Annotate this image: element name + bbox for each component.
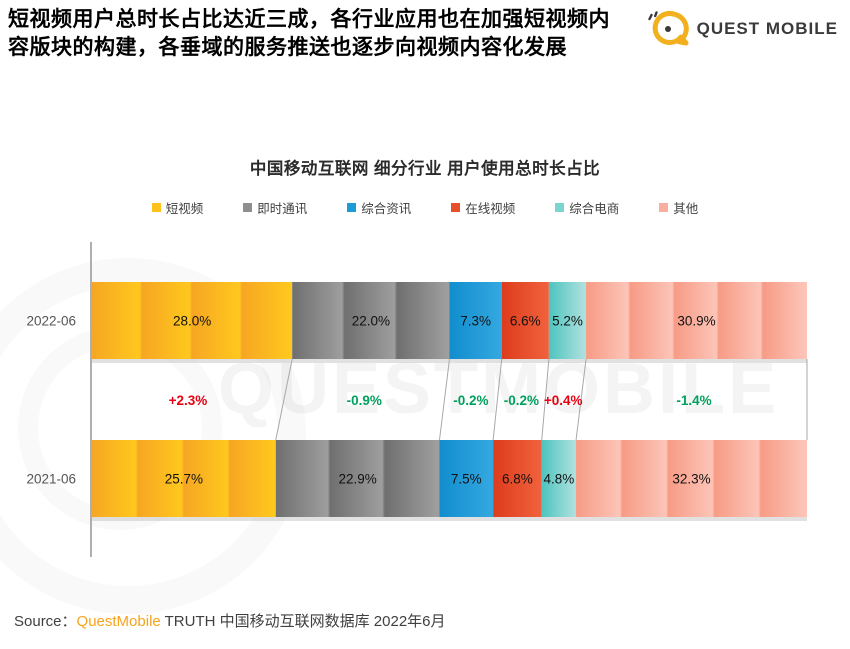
segment-2022-06-在线视频: [501, 282, 549, 359]
segment-value-label: 30.9%: [677, 314, 715, 329]
category-label: 2021-06: [26, 472, 76, 487]
segment-2021-06-短视频: [92, 440, 276, 517]
change-label: -0.2%: [504, 393, 539, 408]
connector-line: [438, 358, 450, 441]
stacked-bar-chart: 28.0% 22.0% 7.3% 6.6% 5.2% 30.9% 2022-06 25.7% 2…: [26, 242, 808, 557]
legend-item: 即时通讯: [243, 198, 307, 217]
segment-value-label: 25.7%: [165, 472, 203, 487]
legend-label: 综合资讯: [361, 202, 412, 216]
legend-label: 即时通讯: [257, 202, 308, 216]
legend-item: 短视频: [151, 198, 204, 217]
watermark-text: QUESTMOBILE: [218, 349, 780, 429]
legend-swatch-icon: [243, 203, 253, 212]
change-label: -0.2%: [453, 393, 488, 408]
segment-value-label: 5.2%: [552, 314, 583, 329]
headline-line-1: 短视频用户总时长占比达近三成，各行业应用也在加强短视频内: [8, 8, 610, 31]
questmobile-logo: QUEST MOBILE: [645, 6, 838, 52]
source-brand: QuestMobile: [76, 613, 161, 630]
legend-label: 短视频: [165, 202, 204, 216]
connector-line: [275, 358, 293, 441]
segment-2021-06-综合资讯: [439, 440, 494, 517]
segment-2022-06-其他: [586, 282, 807, 359]
legend-item: 综合资讯: [347, 198, 411, 217]
bar-shadow: [92, 517, 807, 521]
legend-label: 其他: [673, 202, 699, 216]
source-line: Source：QuestMobile TRUTH 中国移动互联网数据库 2022…: [14, 610, 446, 631]
connector-line: [541, 358, 550, 441]
segment-2021-06-在线视频: [493, 440, 542, 517]
category-label: 2022-06: [26, 314, 76, 329]
segment-value-label: 22.0%: [352, 314, 390, 329]
segment-value-label: 4.8%: [544, 472, 575, 487]
segment-2021-06-其他: [576, 440, 807, 517]
source-prefix: Source：: [14, 613, 77, 630]
segment-value-label: 7.3%: [460, 314, 491, 329]
change-label: +0.4%: [544, 393, 583, 408]
change-label: -0.9%: [347, 393, 382, 408]
segment-value-label: 6.6%: [510, 314, 541, 329]
segment-value-label: 32.3%: [672, 472, 710, 487]
source-rest: TRUTH 中国移动互联网数据库 2022年6月: [160, 613, 446, 630]
segment-2021-06-综合电商: [541, 440, 577, 517]
legend-swatch-icon: [555, 203, 565, 212]
legend-label: 在线视频: [465, 202, 516, 216]
legend-item: 综合电商: [555, 198, 619, 217]
connector-line: [575, 358, 587, 441]
change-label: -1.4%: [676, 393, 711, 408]
segment-value-label: 6.8%: [502, 472, 533, 487]
segment-2022-06-即时通讯: [292, 282, 450, 359]
legend-item: 在线视频: [451, 198, 515, 217]
headline-line-2: 容版块的构建，各垂域的服务推送也逐步向视频内容化发展: [8, 36, 567, 59]
segment-value-label: 28.0%: [173, 314, 211, 329]
segment-value-label: 22.9%: [338, 472, 376, 487]
chart-title: 中国移动互联网 细分行业 用户使用总时长占比: [249, 160, 601, 178]
segment-2022-06-综合资讯: [449, 282, 502, 359]
legend-swatch-icon: [659, 203, 669, 212]
change-label: +2.3%: [169, 393, 208, 408]
legend-label: 综合电商: [569, 202, 620, 216]
segment-value-label: 7.5%: [451, 472, 482, 487]
legend: 短视频 即时通讯 综合资讯 在线视频 综合电商 其他: [0, 198, 850, 217]
legend-swatch-icon: [347, 203, 357, 212]
legend-item: 其他: [659, 198, 698, 217]
connector-line: [492, 358, 503, 441]
legend-swatch-icon: [451, 203, 461, 212]
logo-text: QUEST MOBILE: [696, 19, 838, 38]
segment-2022-06-短视频: [92, 282, 293, 359]
legend-swatch-icon: [151, 203, 161, 212]
headline: 短视频用户总时长占比达近三成，各行业应用也在加强短视频内 容版块的构建，各垂域的…: [8, 6, 653, 62]
segment-2022-06-综合电商: [548, 282, 587, 359]
questmobile-spiral-icon: [647, 10, 689, 46]
segment-2021-06-即时通讯: [275, 440, 440, 517]
